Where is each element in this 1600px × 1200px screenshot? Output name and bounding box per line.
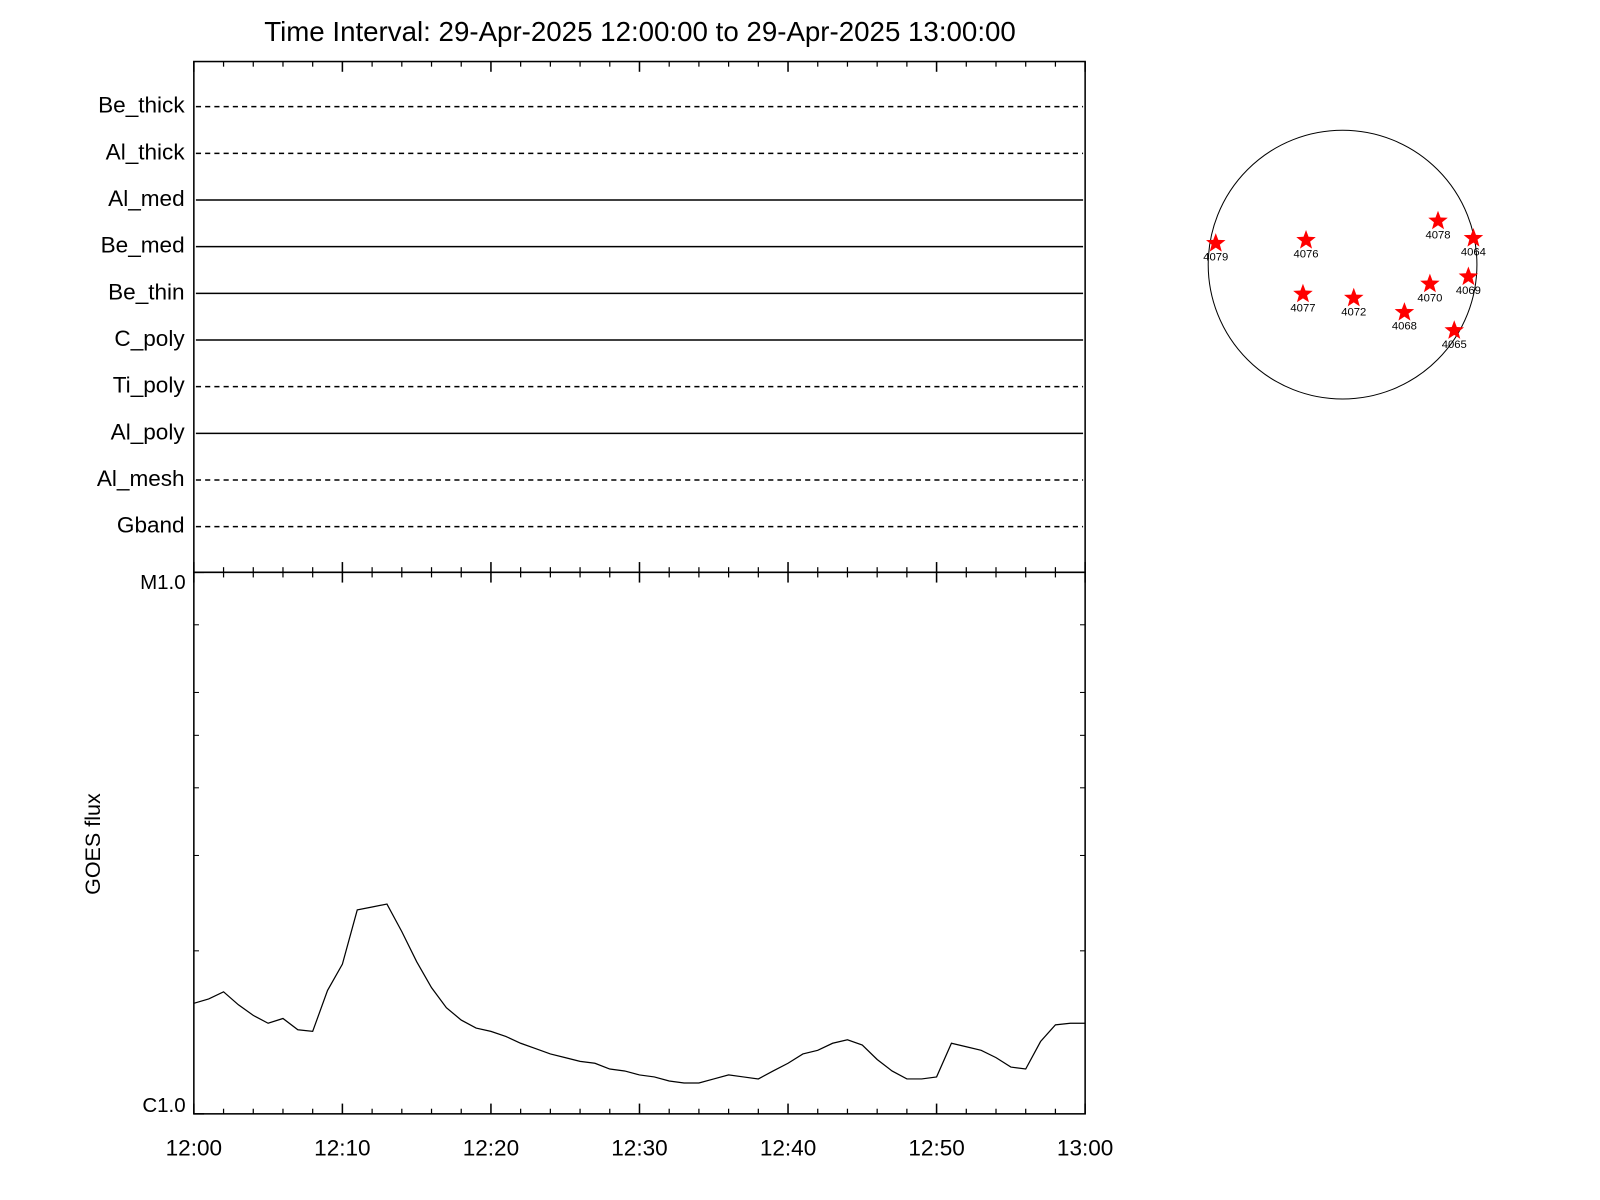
chart-title: Time Interval: 29-Apr-2025 12:00:00 to 2… [264,16,1016,47]
filter-panel-frame [193,60,1086,574]
goes-flux-line [193,903,1086,1084]
filter-label: Al_poly [111,419,186,444]
x-tick-label: 12:20 [463,1136,519,1161]
goes-panel-frame [193,571,1086,1115]
y-axis-label: GOES flux [81,793,105,895]
region-label: 4065 [1442,339,1467,351]
region-marker [1458,266,1479,286]
filter-label: Ti_poly [113,373,186,398]
region-marker [1420,273,1440,293]
region-label: 4070 [1417,292,1442,304]
y-tick-label: C1.0 [142,1094,185,1117]
region-label: 4064 [1461,247,1486,259]
filter-label: Al_mesh [97,466,185,491]
filter-label: Al_thick [106,139,186,164]
region-marker [1206,233,1226,252]
region-marker [1428,210,1448,230]
x-tick-label: 12:30 [611,1136,667,1161]
x-tick-label: 12:40 [760,1136,816,1161]
x-tick-label: 12:50 [908,1136,964,1161]
region-marker [1444,320,1464,339]
region-marker [1293,283,1313,303]
region-label: 4078 [1425,229,1450,241]
region-marker [1296,230,1316,249]
x-tick-label: 13:00 [1057,1136,1113,1161]
filter-label: Gband [117,513,185,538]
region-label: 4077 [1290,302,1315,314]
filter-label: Al_med [108,186,184,211]
y-tick-label: M1.0 [140,571,186,594]
region-label: 4068 [1392,321,1417,333]
filter-label: Be_thick [98,93,185,118]
region-marker [1463,228,1484,247]
region-label: 4072 [1341,306,1366,318]
region-marker [1394,302,1415,321]
region-marker [1344,287,1364,307]
region-label: 4069 [1456,285,1481,297]
filter-label: Be_med [101,233,185,258]
filter-label: Be_thin [108,279,184,304]
x-tick-label: 12:00 [166,1136,222,1161]
solar-disk [1207,129,1478,400]
filter-label: C_poly [114,326,185,351]
region-label: 4079 [1203,252,1228,264]
x-tick-label: 12:10 [314,1136,370,1161]
region-label: 4076 [1294,249,1319,261]
